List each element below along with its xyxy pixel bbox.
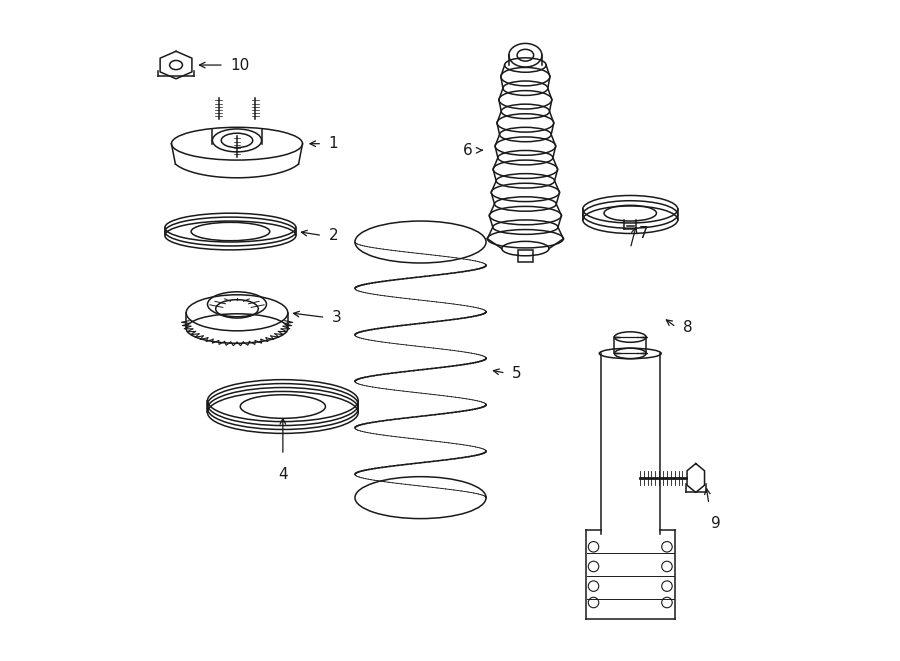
- Text: 6: 6: [464, 143, 472, 158]
- Text: 5: 5: [512, 366, 522, 381]
- Text: 9: 9: [711, 516, 720, 531]
- Text: 1: 1: [328, 136, 338, 151]
- Text: 4: 4: [278, 467, 288, 482]
- Text: 2: 2: [328, 228, 338, 243]
- Text: 8: 8: [683, 320, 692, 334]
- Text: 7: 7: [638, 225, 648, 241]
- Text: 10: 10: [230, 58, 249, 73]
- Text: 3: 3: [332, 310, 342, 325]
- Bar: [518, 250, 533, 262]
